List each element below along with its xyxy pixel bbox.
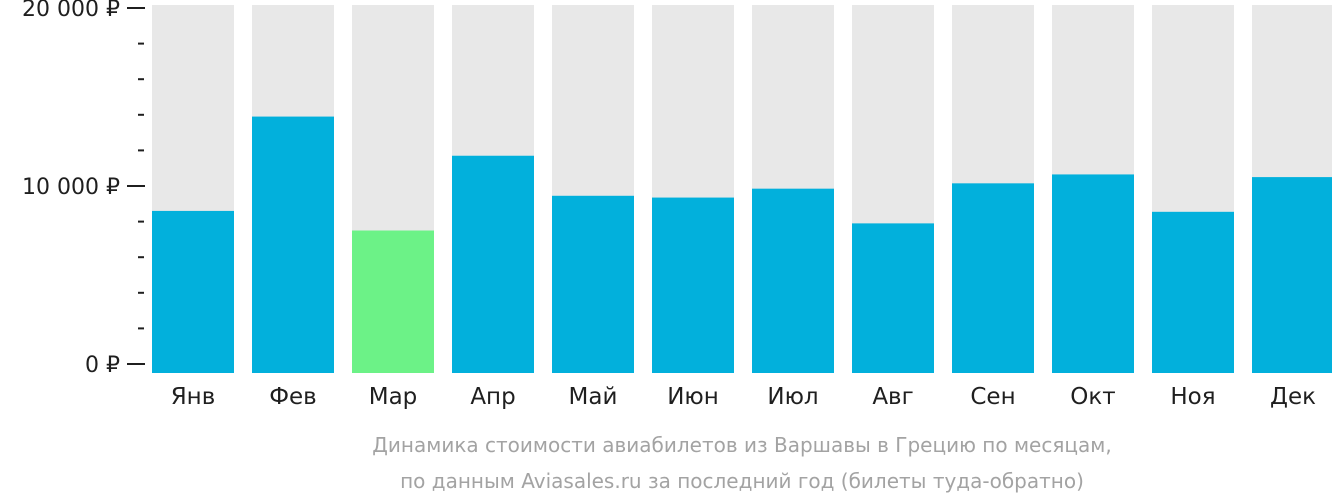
bar-7[interactable]	[752, 188, 834, 373]
x-tick-label: Сен	[970, 384, 1015, 410]
x-tick-label: Авг	[872, 384, 913, 410]
x-tick-label: Янв	[171, 384, 216, 410]
caption-line-1: Динамика стоимости авиабилетов из Варшав…	[372, 433, 1111, 457]
y-tick-label: 20 000 ₽	[22, 0, 120, 22]
bar-10[interactable]	[1052, 174, 1134, 373]
x-tick-label: Дек	[1270, 384, 1316, 410]
y-axis: 0 ₽ 10 000 ₽ 20 000 ₽	[22, 0, 145, 378]
bar-4[interactable]	[452, 155, 534, 373]
bar-5[interactable]	[552, 195, 634, 373]
bar-1[interactable]	[152, 210, 234, 373]
x-tick-label: Июл	[767, 384, 818, 410]
x-tick-label: Окт	[1070, 384, 1115, 410]
x-tick-label: Июн	[667, 384, 719, 410]
chart-caption: Динамика стоимости авиабилетов из Варшав…	[372, 433, 1111, 493]
x-tick-label: Апр	[470, 384, 515, 410]
y-tick-label: 10 000 ₽	[22, 175, 120, 200]
x-tick-label: Май	[569, 384, 618, 410]
price-bars	[152, 116, 1332, 374]
bar-9[interactable]	[952, 183, 1034, 373]
bar-8[interactable]	[852, 223, 934, 373]
x-tick-label: Ноя	[1170, 384, 1215, 410]
bar-6[interactable]	[652, 197, 734, 373]
x-tick-label: Мар	[369, 384, 418, 410]
bar-3[interactable]	[352, 230, 434, 374]
bar-2[interactable]	[252, 116, 334, 373]
caption-line-2: по данным Aviasales.ru за последний год …	[400, 469, 1084, 493]
x-axis-labels: Янв Фев Мар Апр Май Июн Июл Авг Сен Окт Ноя Дек	[171, 384, 1316, 410]
x-tick-label: Фев	[269, 384, 317, 410]
y-tick-label: 0 ₽	[85, 353, 120, 378]
bar-12[interactable]	[1252, 177, 1332, 373]
bar-11[interactable]	[1152, 211, 1234, 373]
